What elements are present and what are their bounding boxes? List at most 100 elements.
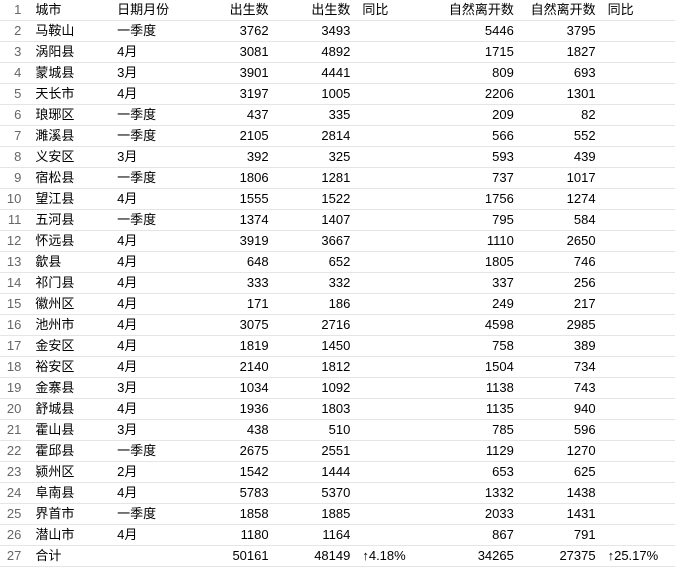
births2-cell: 2814 (275, 126, 357, 147)
row-index: 2 (0, 21, 29, 42)
deaths2-cell: 743 (520, 378, 602, 399)
table-row: 14祁门县4月333332337256 (0, 273, 675, 294)
city-cell: 池州市 (29, 315, 111, 336)
date-cell: 3月 (111, 420, 193, 441)
deaths1-cell: 795 (438, 210, 520, 231)
yoy2-cell (602, 21, 675, 42)
deaths1-cell: 337 (438, 273, 520, 294)
yoy2-cell (602, 147, 675, 168)
deaths2-cell: 389 (520, 336, 602, 357)
row-index: 17 (0, 336, 29, 357)
yoy2-cell (602, 504, 675, 525)
row-index: 27 (0, 546, 29, 567)
births1-cell: 392 (193, 147, 275, 168)
date-cell: 4月 (111, 357, 193, 378)
city-cell: 琅琊区 (29, 105, 111, 126)
births1-cell: 1374 (193, 210, 275, 231)
deaths1-cell: 1135 (438, 399, 520, 420)
deaths2-cell: 2985 (520, 315, 602, 336)
deaths1-cell: 867 (438, 525, 520, 546)
city-cell: 金安区 (29, 336, 111, 357)
date-cell: 一季度 (111, 126, 193, 147)
table-row: 20舒城县4月193618031135940 (0, 399, 675, 420)
date-cell: 一季度 (111, 504, 193, 525)
table-row: 26潜山市4月11801164867791 (0, 525, 675, 546)
yoy1-cell (356, 147, 438, 168)
yoy2-cell (602, 525, 675, 546)
table-row: 22霍邱县一季度2675255111291270 (0, 441, 675, 462)
city-cell: 金寨县 (29, 378, 111, 399)
table-row: 10望江县4月1555152217561274 (0, 189, 675, 210)
yoy2-cell (602, 252, 675, 273)
date-cell: 一季度 (111, 210, 193, 231)
data-table: 1 城市 日期月份 出生数 出生数 同比 自然离开数 自然离开数 同比 2马鞍山… (0, 0, 675, 567)
row-index: 25 (0, 504, 29, 525)
births1-cell: 3081 (193, 42, 275, 63)
births2-cell: 1522 (275, 189, 357, 210)
city-cell: 界首市 (29, 504, 111, 525)
yoy1-cell (356, 105, 438, 126)
yoy1-cell (356, 21, 438, 42)
births1-cell: 2140 (193, 357, 275, 378)
deaths2-cell: 940 (520, 399, 602, 420)
row-index: 14 (0, 273, 29, 294)
table-row: 8义安区3月392325593439 (0, 147, 675, 168)
births1-cell: 437 (193, 105, 275, 126)
yoy1-cell (356, 168, 438, 189)
date-cell: 4月 (111, 483, 193, 504)
city-cell: 蒙城县 (29, 63, 111, 84)
births2-cell: 3493 (275, 21, 357, 42)
births2-cell: 4441 (275, 63, 357, 84)
row-index: 22 (0, 441, 29, 462)
table-row: 19金寨县3月103410921138743 (0, 378, 675, 399)
births2-cell: 5370 (275, 483, 357, 504)
yoy2-cell (602, 294, 675, 315)
births2-cell: 1450 (275, 336, 357, 357)
date-cell: 4月 (111, 84, 193, 105)
table-row: 9宿松县一季度180612817371017 (0, 168, 675, 189)
yoy2-cell (602, 420, 675, 441)
yoy1-cell (356, 273, 438, 294)
col-yoy2-header: 同比 (602, 0, 675, 21)
table-row: 5天长市4月3197100522061301 (0, 84, 675, 105)
date-cell: 4月 (111, 273, 193, 294)
date-cell: 3月 (111, 378, 193, 399)
yoy1-cell (356, 84, 438, 105)
date-cell: 4月 (111, 399, 193, 420)
date-cell: 4月 (111, 525, 193, 546)
date-cell: 4月 (111, 315, 193, 336)
table-row: 25界首市一季度1858188520331431 (0, 504, 675, 525)
yoy1-cell: ↑4.18% (356, 546, 438, 567)
yoy2-cell (602, 210, 675, 231)
yoy1-cell (356, 63, 438, 84)
row-index: 6 (0, 105, 29, 126)
row-index: 3 (0, 42, 29, 63)
city-cell: 怀远县 (29, 231, 111, 252)
col-births1-header: 出生数 (193, 0, 275, 21)
table-row: 2马鞍山一季度3762349354463795 (0, 21, 675, 42)
births1-cell: 171 (193, 294, 275, 315)
births1-cell: 2675 (193, 441, 275, 462)
deaths2-cell: 734 (520, 357, 602, 378)
table-row: 16池州市4月3075271645982985 (0, 315, 675, 336)
births2-cell: 48149 (275, 546, 357, 567)
births1-cell: 1555 (193, 189, 275, 210)
deaths2-cell: 584 (520, 210, 602, 231)
deaths2-cell: 439 (520, 147, 602, 168)
row-index: 8 (0, 147, 29, 168)
city-cell: 潜山市 (29, 525, 111, 546)
city-cell: 义安区 (29, 147, 111, 168)
city-cell: 歙县 (29, 252, 111, 273)
deaths1-cell: 809 (438, 63, 520, 84)
deaths2-cell: 693 (520, 63, 602, 84)
births1-cell: 1180 (193, 525, 275, 546)
header-row: 1 城市 日期月份 出生数 出生数 同比 自然离开数 自然离开数 同比 (0, 0, 675, 21)
city-cell: 裕安区 (29, 357, 111, 378)
yoy2-cell (602, 462, 675, 483)
city-cell: 望江县 (29, 189, 111, 210)
date-cell: 一季度 (111, 105, 193, 126)
row-index: 13 (0, 252, 29, 273)
deaths2-cell: 596 (520, 420, 602, 441)
yoy2-cell (602, 168, 675, 189)
date-cell: 4月 (111, 42, 193, 63)
